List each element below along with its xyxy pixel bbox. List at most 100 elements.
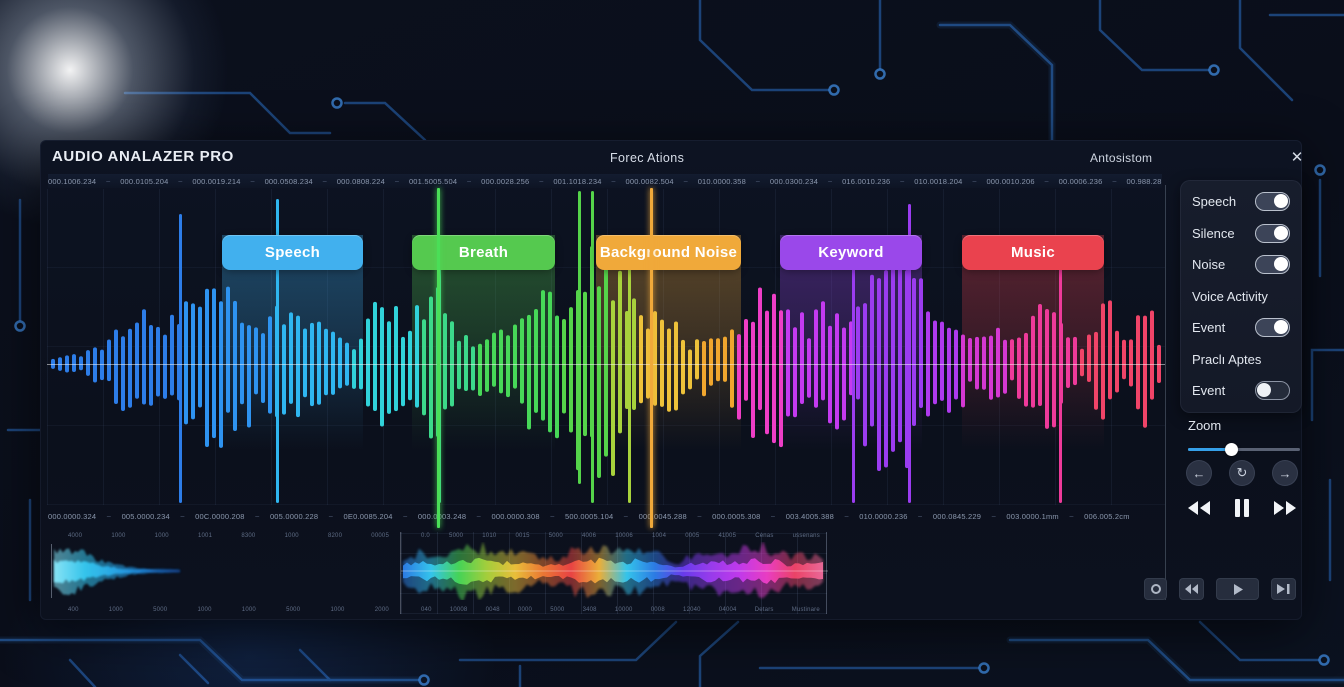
green-marker[interactable] xyxy=(437,188,440,528)
timestamp-separator: – xyxy=(180,512,185,520)
tick-label: 040 xyxy=(421,607,432,613)
timestamp: 000.0010.206 xyxy=(986,176,1035,186)
pause-icon xyxy=(1235,499,1249,517)
tick-label: 1001 xyxy=(197,533,213,539)
segment-label[interactable]: Speech xyxy=(222,235,363,270)
toggle-label: Event xyxy=(1192,320,1226,336)
toggle-label: Speech xyxy=(1192,194,1237,210)
waveform-area[interactable]: Speech Breath Background Noise Keyword Music xyxy=(47,189,1165,505)
play-button[interactable] xyxy=(1216,578,1259,600)
zoom-slider-thumb[interactable] xyxy=(1224,443,1238,456)
tick-label: 0005 xyxy=(685,533,700,539)
toggle-label: Silence xyxy=(1192,225,1235,241)
tick-label: 10006 xyxy=(615,533,633,539)
minimap-ticks-top: 4000 1000 1000 1001 8300 1000 8200 00005 xyxy=(68,533,389,539)
transport-controls xyxy=(1186,498,1298,518)
timestamp-separator: – xyxy=(771,512,776,520)
segment-label[interactable]: Breath xyxy=(412,235,555,270)
timestamp: 000.0845.229 xyxy=(932,511,982,521)
timestamp: 006.005.2cm xyxy=(1084,511,1130,521)
bottom-timeline-ruler[interactable]: 000.0000.324 – 005.0000.234 – 00C.0000.208 – 0… xyxy=(48,509,1130,523)
segment-label[interactable]: Background Noise xyxy=(596,235,741,270)
tick-label: 5000 xyxy=(153,607,168,613)
timestamp: 00.0006.236 xyxy=(1058,176,1103,186)
timestamp: 005.0000.234 xyxy=(121,511,170,521)
sidebar-divider xyxy=(1165,185,1166,600)
mini-rewind-icon xyxy=(1184,584,1198,594)
timestamp: 000.0045.288 xyxy=(638,511,687,521)
tick-label: 0015 xyxy=(515,533,530,539)
toggle-switch[interactable] xyxy=(1255,223,1290,243)
toggle-switch[interactable] xyxy=(1255,318,1290,338)
repeat-button[interactable]: ↻ xyxy=(1229,460,1255,486)
top-timeline-ruler[interactable]: 000.1006.234–000.0105.204–000.0019.214–0… xyxy=(48,174,1162,188)
timestamp: 010.0000.358 xyxy=(697,176,746,186)
record-icon xyxy=(1150,584,1161,594)
timestamp-separator: – xyxy=(683,177,688,185)
timestamp: 000.1006.234 xyxy=(48,176,97,186)
app-window: AUDIO ANALAZER PRO Forec Ations Antosist… xyxy=(40,140,1303,620)
toggle-switch[interactable] xyxy=(1255,381,1290,401)
toggle-switch[interactable] xyxy=(1255,192,1290,212)
timestamp-separator: – xyxy=(539,177,544,185)
segment-region xyxy=(412,235,555,450)
toggle-knob xyxy=(1274,320,1288,335)
segment-label[interactable]: Music xyxy=(962,235,1104,270)
pause-button[interactable] xyxy=(1234,498,1250,518)
toggle-label: Praclı Aptes xyxy=(1192,351,1262,367)
close-icon[interactable]: ✕ xyxy=(1290,149,1304,166)
mini-rewind-button[interactable] xyxy=(1179,578,1204,600)
timestamp: 000.0028.256 xyxy=(481,176,530,186)
tick-label: Cenas xyxy=(755,533,774,539)
toggle-label: Voice Activity xyxy=(1192,288,1268,304)
back-button[interactable]: ← xyxy=(1186,460,1212,486)
skip-end-button[interactable] xyxy=(1271,578,1296,600)
secondary-transport-controls xyxy=(1144,578,1296,600)
tick-label: 0048 xyxy=(485,607,500,613)
spectrogram-waveform xyxy=(401,542,828,600)
rewind-icon xyxy=(1188,501,1210,515)
fast-forward-button[interactable] xyxy=(1272,499,1298,517)
toggle-switch[interactable] xyxy=(1255,255,1290,275)
timestamp-separator: – xyxy=(755,177,760,185)
timestamp-separator: – xyxy=(467,177,472,185)
app-title: AUDIO ANALAZER PRO xyxy=(52,148,234,165)
timestamp: 000.0019.214 xyxy=(192,176,241,186)
forward-button[interactable]: → xyxy=(1272,460,1298,486)
spectrogram-ticks-bottom: 040 10008 0048 0000 5000 3408 10000 0008 12040 04… xyxy=(421,607,820,613)
toggle-row: Noise xyxy=(1192,249,1290,281)
timestamp-separator: – xyxy=(991,512,996,520)
zoom-slider[interactable] xyxy=(1188,443,1300,456)
waveform-bars xyxy=(51,191,1161,503)
timestamp: 000.0300.234 xyxy=(769,176,819,186)
record-button[interactable] xyxy=(1144,578,1167,600)
timestamp-separator: – xyxy=(1069,512,1074,520)
spectrogram-panel[interactable]: 0.0 5000 1010 0015 5000 4006 10006 1004 0005 4100… xyxy=(400,532,828,614)
timestamp-separator: – xyxy=(844,512,849,520)
timestamp-separator: – xyxy=(972,177,977,185)
minimap-ticks-bottom: 400 1000 5000 1000 1000 5000 1000 2000 xyxy=(68,607,389,613)
timestamp: 00.988.28 xyxy=(1126,176,1162,186)
tick-label: 5000 xyxy=(449,533,464,539)
timestamp-separator: – xyxy=(106,512,111,520)
tick-label: ussenans xyxy=(792,533,820,539)
timestamp: 000.0808.224 xyxy=(336,176,386,186)
header-right-title: Antosistom xyxy=(1090,151,1153,165)
timestamp-separator: – xyxy=(394,177,400,185)
rewind-button[interactable] xyxy=(1186,499,1212,517)
toggle-label: Event xyxy=(1192,383,1226,399)
segment-label[interactable]: Keyword xyxy=(780,235,922,270)
minimap-panel[interactable]: 4000 1000 1000 1001 8300 1000 8200 00005 400 100… xyxy=(47,532,395,614)
timestamp: 005.0000.228 xyxy=(269,511,319,521)
timestamp: 003.0000.1mm xyxy=(1006,511,1059,521)
timestamp-separator: – xyxy=(403,512,408,520)
orange-marker[interactable] xyxy=(650,188,653,528)
toggle-row: Praclı Aptes xyxy=(1192,344,1290,376)
toggle-row: Voice Activity xyxy=(1192,281,1290,313)
timestamp: 000.0105.204 xyxy=(120,176,169,186)
toggle-row: Silence xyxy=(1192,218,1290,250)
timestamp: 000.0003.248 xyxy=(417,511,467,521)
toggle-knob xyxy=(1257,383,1271,398)
timestamp: 500.0005.104 xyxy=(565,511,614,521)
